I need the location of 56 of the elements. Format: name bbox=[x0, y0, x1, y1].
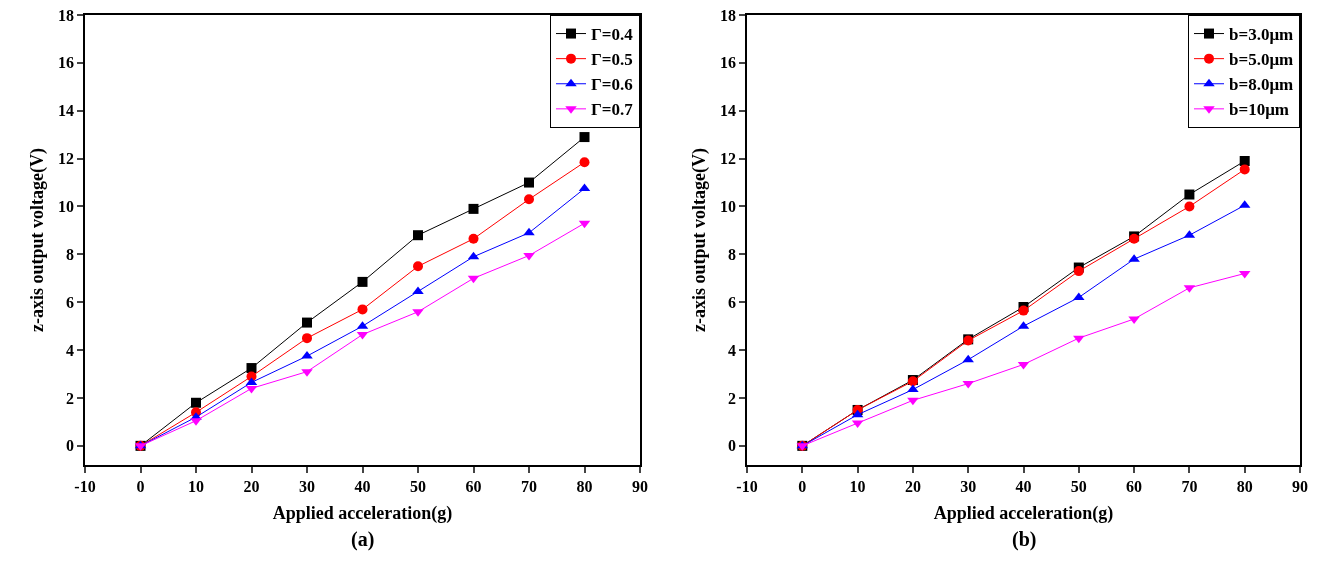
y-tick-label: 10 bbox=[720, 198, 737, 216]
x-tick-label: 30 bbox=[960, 477, 977, 495]
y-tick-label: 6 bbox=[728, 293, 737, 311]
legend-label: Γ=0.7 bbox=[591, 100, 634, 120]
x-tick-label: 70 bbox=[1181, 477, 1198, 495]
y-tick-label: 14 bbox=[58, 102, 75, 120]
x-tick-label: 60 bbox=[1126, 477, 1143, 495]
x-tick-label: 10 bbox=[188, 477, 204, 495]
y-tick-label: 8 bbox=[66, 245, 75, 263]
y-tick-label: 14 bbox=[720, 102, 737, 120]
x-tick-label: 80 bbox=[1236, 477, 1253, 495]
y-tick-label: 4 bbox=[66, 341, 75, 359]
x-tick-label: 0 bbox=[798, 477, 807, 495]
x-tick-label: 20 bbox=[243, 477, 260, 495]
x-tick-label: 40 bbox=[354, 477, 371, 495]
x-tick-label: -10 bbox=[736, 477, 758, 495]
y-tick-label: 10 bbox=[58, 198, 75, 216]
x-tick-label: 60 bbox=[465, 477, 482, 495]
x-tick-label: 30 bbox=[299, 477, 315, 495]
x-tick-label: 50 bbox=[1070, 477, 1087, 495]
x-tick-label: 70 bbox=[521, 477, 537, 495]
text: (b) bbox=[1012, 528, 1037, 551]
y-tick-label: 16 bbox=[58, 54, 75, 72]
x-tick-label: 50 bbox=[410, 477, 426, 495]
legend-label: Γ=0.5 bbox=[591, 50, 633, 70]
legend-label: b=5.0μm bbox=[1229, 50, 1294, 70]
y-tick-label: 18 bbox=[58, 6, 75, 24]
x-tick-label: 90 bbox=[1292, 477, 1308, 495]
x-tick-label: -10 bbox=[74, 477, 96, 495]
y-tick-label: 4 bbox=[728, 341, 737, 359]
y-tick-label: 18 bbox=[720, 6, 737, 24]
x-tick-label: 90 bbox=[632, 477, 648, 495]
legend-label: Γ=0.6 bbox=[591, 75, 633, 95]
legend-label: b=8.0μm bbox=[1229, 75, 1294, 95]
y-tick-label: 12 bbox=[720, 150, 737, 168]
legend-label: Γ=0.4 bbox=[591, 25, 634, 45]
y-tick-label: 0 bbox=[66, 437, 75, 455]
legend-label: b=3.0μm bbox=[1229, 25, 1294, 45]
x-tick-label: 80 bbox=[576, 477, 593, 495]
legend-label: b=10μm bbox=[1229, 100, 1289, 120]
y-tick-label: 16 bbox=[720, 54, 737, 72]
x-tick-label: 20 bbox=[904, 477, 921, 495]
y-tick-label: 2 bbox=[66, 389, 75, 407]
y-axis-title: z-axis output voltage(V) bbox=[26, 148, 48, 332]
x-tick-label: 10 bbox=[849, 477, 866, 495]
text: (a) bbox=[351, 528, 375, 551]
y-axis-title: z-axis output voltage(V) bbox=[688, 148, 710, 332]
y-tick-label: 6 bbox=[66, 293, 75, 311]
y-tick-label: 12 bbox=[58, 150, 75, 168]
x-tick-label: 0 bbox=[136, 477, 145, 495]
x-axis-title: Applied acceleration(g) bbox=[272, 502, 453, 524]
x-axis-title: Applied acceleration(g) bbox=[933, 502, 1114, 524]
y-tick-label: 2 bbox=[728, 389, 737, 407]
y-tick-label: 0 bbox=[728, 437, 737, 455]
y-tick-label: 8 bbox=[728, 245, 737, 263]
x-tick-label: 40 bbox=[1015, 477, 1032, 495]
